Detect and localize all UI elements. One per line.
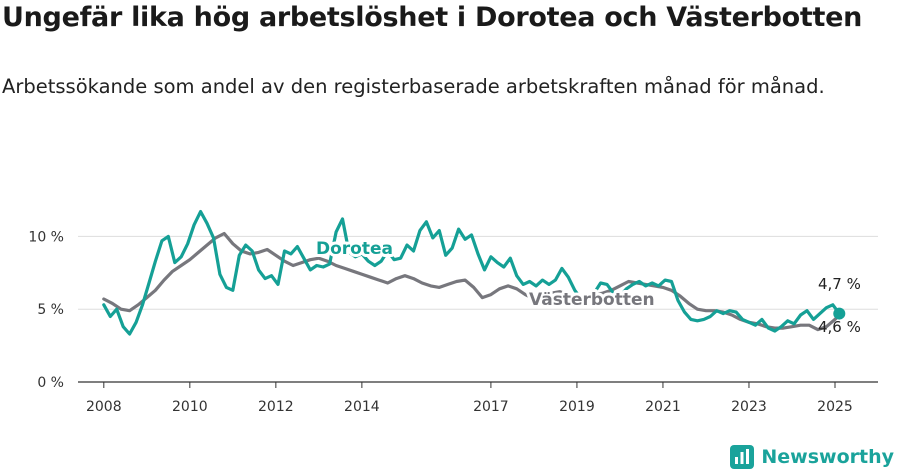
x-tick-label: 2012: [258, 399, 294, 415]
chart-title: Ungefär lika hög arbetslöshet i Dorotea …: [2, 2, 863, 33]
y-tick-label: 10 %: [28, 229, 64, 245]
x-tick-label: 2017: [473, 399, 509, 415]
x-tick-label: 2019: [559, 399, 595, 415]
y-tick-label: 5 %: [37, 302, 64, 318]
series-label-vasterbotten: Västerbotten: [529, 290, 655, 310]
x-tick-label: 2010: [172, 399, 208, 415]
brand[interactable]: Newsworthy: [729, 444, 894, 470]
series-label-dorotea-halo: Dorotea: [316, 239, 393, 259]
end-value-dorotea: 4,7 %: [818, 275, 861, 293]
axis-layer: 0 % 5 % 10 % 2008 2010 2012 2014 2017 2019 2021 20…: [28, 229, 878, 415]
brand-name: Newsworthy: [761, 446, 894, 468]
series-label-dorotea: Dorotea: [316, 239, 393, 259]
newsworthy-logo-icon: [730, 445, 755, 469]
y-tick-label: 0 %: [37, 375, 64, 391]
label-layer: DoroteaDoroteaVästerbottenVästerbotten4,…: [313, 236, 861, 336]
end-point-dot: [833, 307, 846, 320]
series-label-vasterbotten-halo: Västerbotten: [529, 290, 655, 310]
chart-subtitle: Arbetssökande som andel av den registerb…: [2, 75, 825, 98]
grid-layer: [78, 235, 878, 310]
x-tick-label: 2025: [817, 399, 853, 415]
end-value-vasterbotten: 4,6 %: [818, 318, 861, 336]
series-layer: [102, 210, 841, 336]
x-tick-label: 2008: [86, 399, 122, 415]
x-tick-label: 2014: [344, 399, 380, 415]
x-tick-label: 2021: [645, 399, 681, 415]
x-tick-label: 2023: [731, 399, 767, 415]
series-line-dorotea: [102, 210, 841, 336]
